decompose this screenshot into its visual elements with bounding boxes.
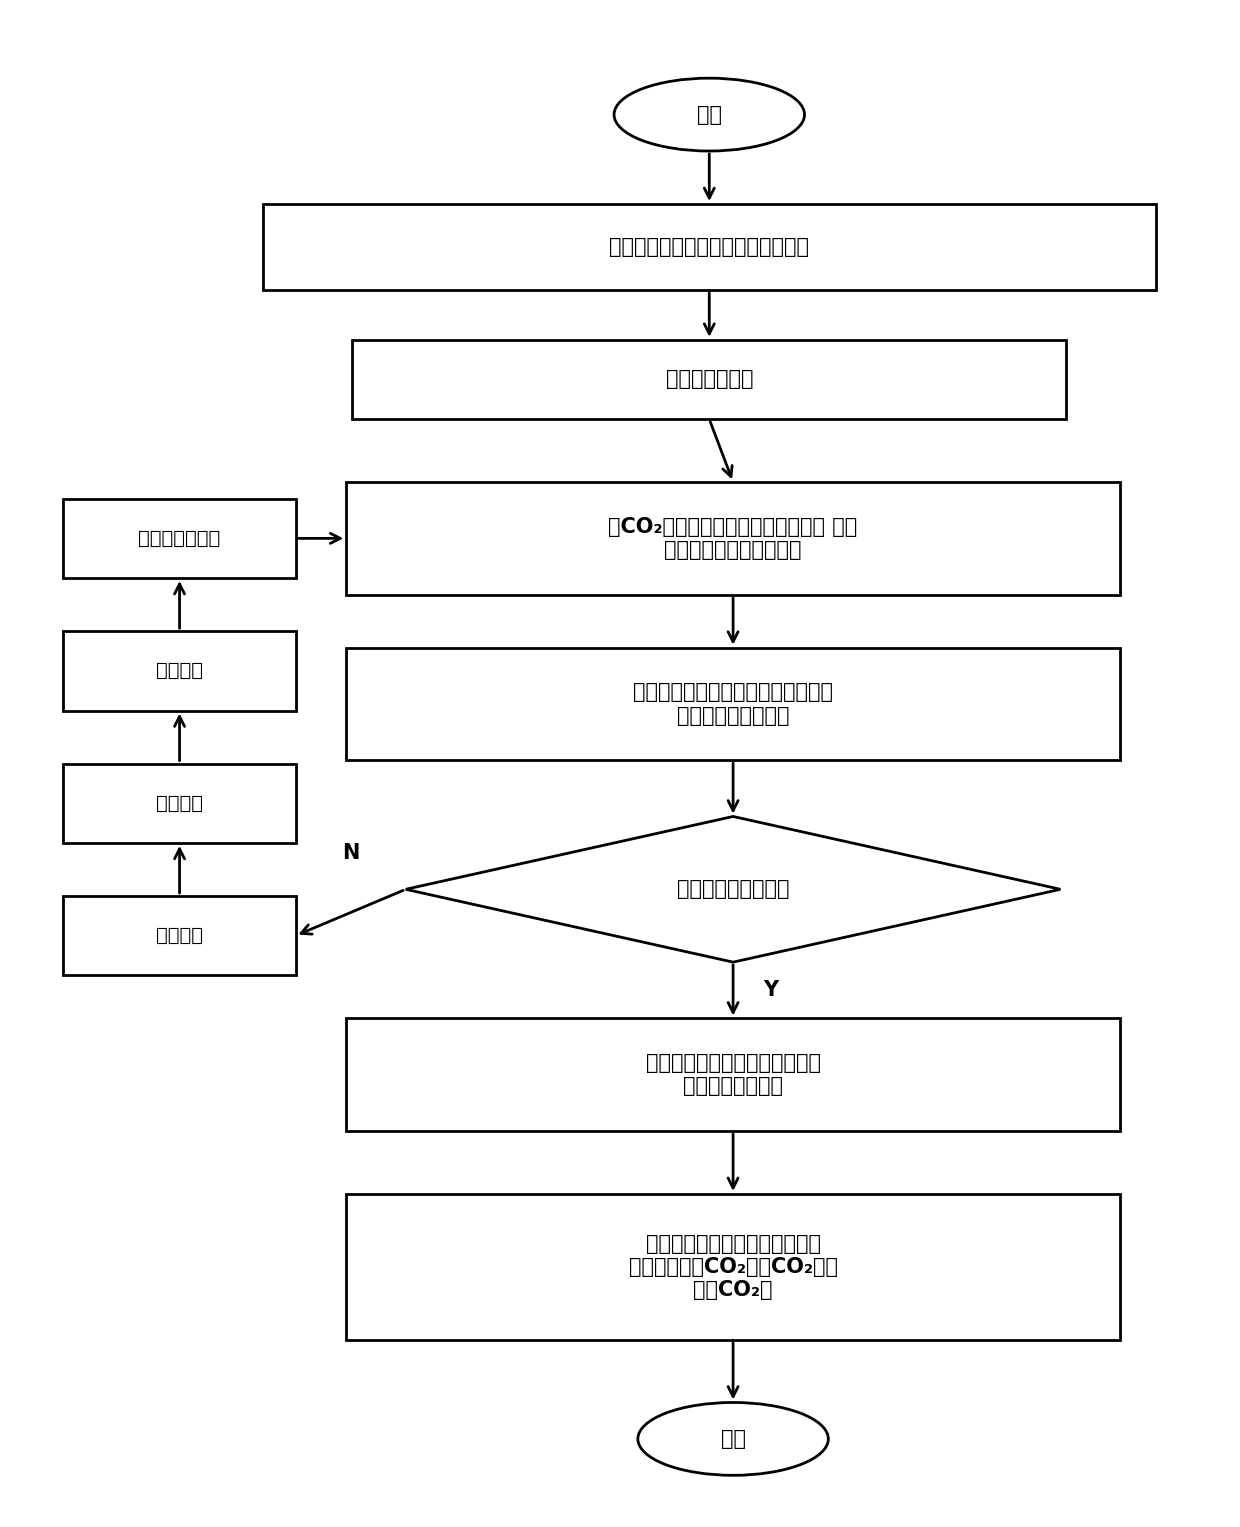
Bar — [346, 647, 1120, 760]
Bar — [63, 896, 295, 976]
Bar — [352, 339, 1066, 420]
Bar — [63, 499, 295, 579]
Text: 开始: 开始 — [697, 104, 722, 125]
Bar — [63, 764, 295, 843]
Text: N: N — [342, 843, 360, 863]
Bar — [346, 1019, 1120, 1132]
Text: 生成一个新种群: 生成一个新种群 — [139, 528, 221, 548]
Ellipse shape — [637, 1402, 828, 1475]
Text: 设置遗传算法的寻优相关初始化参数: 设置遗传算法的寻优相关初始化参数 — [609, 237, 810, 257]
Text: 是否满足终止条件？: 是否满足终止条件？ — [677, 880, 790, 899]
Text: 随机初始化种群: 随机初始化种群 — [666, 370, 753, 389]
Text: 交叉操作: 交叉操作 — [156, 794, 203, 812]
Ellipse shape — [614, 78, 805, 151]
Bar — [263, 205, 1156, 290]
Text: 以CO₂响应函数曲率值为适应度值， 计算
每个个体对应的适应度值: 以CO₂响应函数曲率值为适应度值， 计算 每个个体对应的适应度值 — [609, 516, 858, 560]
Text: 确定此条件下的最大曲率值以及
对应归一化光照点: 确定此条件下的最大曲率值以及 对应归一化光照点 — [646, 1054, 821, 1096]
Text: 变异操作: 变异操作 — [156, 661, 203, 681]
Bar — [346, 483, 1120, 594]
Bar — [346, 1194, 1120, 1339]
Polygon shape — [405, 817, 1060, 962]
Text: 结束: 结束 — [720, 1429, 745, 1449]
Text: 获取反归一化后曲率的最大值，
并存储对应的CO₂点为CO₂限制
上限CO₂点: 获取反归一化后曲率的最大值， 并存储对应的CO₂点为CO₂限制 上限CO₂点 — [629, 1234, 837, 1299]
Text: Y: Y — [763, 980, 777, 1000]
Bar — [63, 631, 295, 710]
Text: 选择操作: 选择操作 — [156, 927, 203, 945]
Text: 对种群空间中的各个体的适应度进行
评价并记录最优结果: 对种群空间中的各个体的适应度进行 评价并记录最优结果 — [634, 683, 833, 725]
